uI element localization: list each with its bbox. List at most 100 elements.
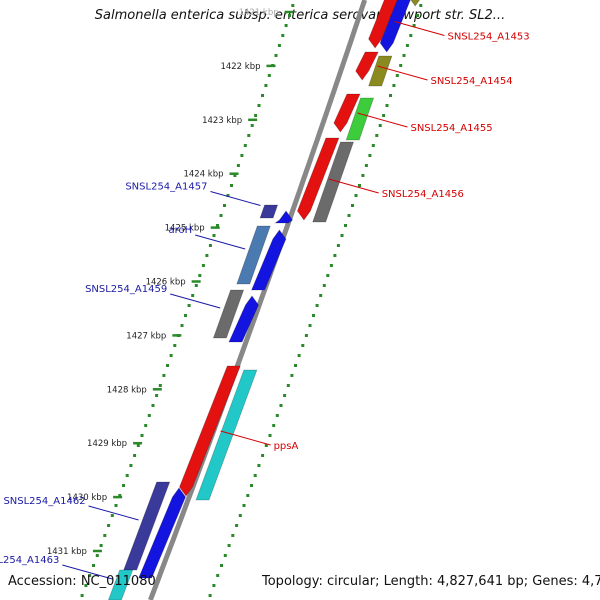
gene-arrow (195, 369, 258, 501)
gene-label: SNSL254_A1453 (447, 32, 529, 43)
tick-dot-left (205, 254, 209, 257)
tick-dot-right (399, 64, 403, 67)
gene-labels: SNSL254_A1453 SNSL254_A1454 SNSL254_A1455 S… (0, 21, 530, 580)
kbp-tick-label: 1422 kbp (220, 62, 260, 72)
tick-dot-right (253, 474, 257, 477)
gene-label: SNSL254_A1454 (430, 76, 512, 87)
tick-dot-right (227, 544, 231, 547)
tick-dot-right (329, 264, 333, 267)
tick-dot-left (219, 214, 223, 217)
tick-dot-right (294, 364, 297, 367)
tick-dot-right (347, 214, 351, 217)
tick-dot-right (412, 24, 416, 27)
tick-dot-right (405, 44, 409, 47)
tick-dot-left (110, 514, 114, 517)
gene-features (107, 0, 421, 600)
tick-dot-right (250, 484, 253, 487)
tick-dot-right (290, 374, 294, 377)
tick-dot-left (201, 264, 205, 267)
tick-dot-right (315, 304, 319, 307)
tick-dot-left (155, 394, 159, 397)
tick-dot-right (223, 554, 227, 557)
tick-dot-right (208, 594, 212, 597)
gene-arrow (312, 141, 355, 223)
tick-dot-right (333, 254, 337, 257)
gene-arrow-snsl254_a1463 (107, 569, 134, 600)
gene-label: SNSL254_A1455 (410, 123, 492, 134)
tick-dot-left (92, 564, 95, 567)
tick-dot-left (136, 444, 140, 447)
tick-dot-left (184, 314, 187, 317)
backbone-line (148, 0, 368, 600)
gene-label: SNSL254_A1457 (125, 182, 207, 193)
tick-dot-right (319, 294, 323, 297)
tick-dot-right (272, 424, 276, 427)
gene-arrow (250, 229, 287, 291)
gene-arrow-snsl254_a1456 (296, 137, 340, 221)
tick-dot-right (261, 454, 265, 457)
tick-dot-right (312, 314, 315, 317)
tick-dot-left (158, 384, 162, 387)
kbp-tick-label: 1427 kbp (126, 331, 166, 341)
tick-dot-left (208, 244, 212, 247)
tick-dot-left (254, 114, 258, 117)
gene-label-leader (377, 65, 428, 81)
tick-dot-left (216, 224, 219, 227)
tick-dot-right (354, 194, 358, 197)
gene-arrow (368, 55, 393, 87)
gene-label: SNSL254_A1456 (382, 189, 464, 200)
tick-dot-left (233, 174, 237, 177)
tick-dot-right (286, 384, 290, 387)
tick-dot-right (235, 524, 239, 527)
tick-dot-right (238, 514, 242, 517)
tick-dot-right (268, 434, 272, 437)
tick-dot-right (301, 344, 305, 347)
kbp-tick-label: 1423 kbp (202, 116, 242, 126)
tick-dot-left (166, 364, 169, 367)
tick-dot-left (250, 124, 254, 127)
kbp-tick-label: 1424 kbp (183, 170, 223, 180)
kbp-tick-label: 1428 kbp (107, 385, 147, 395)
gene-label: ppsA (274, 441, 299, 452)
tick-dot-right (351, 204, 354, 207)
tick-dot-left (129, 464, 133, 467)
topology-text: Topology: circular; Length: 4,827,641 bp… (262, 574, 600, 589)
tick-dot-lines (80, 4, 423, 597)
tick-dot-left (114, 504, 118, 507)
tick-dot-right (371, 144, 375, 147)
tick-dot-right (416, 14, 419, 17)
accession-text: Accession: NC_011080 (8, 574, 156, 589)
tick-dot-right (326, 274, 330, 277)
gene-arrow-snsl254_a1455 (333, 93, 361, 133)
tick-dot-left (180, 324, 184, 327)
gene-label: SNSL254_A1463 (0, 555, 59, 566)
gene-arrow-snsl254_a1462 (123, 481, 171, 571)
gene-arrow (379, 0, 411, 53)
tick-dot-left (140, 434, 144, 437)
tick-dot-left (187, 304, 191, 307)
kbp-tick-label: 1429 kbp (87, 439, 127, 449)
tick-dot-right (402, 54, 406, 57)
gene-label-leader (394, 21, 445, 36)
gene-arrow (274, 210, 294, 224)
tick-dot-left (267, 74, 271, 77)
tick-dot-left (88, 574, 92, 577)
tick-dot-right (304, 334, 308, 337)
gene-arrow-snsl254_a1454 (355, 51, 379, 81)
tick-dot-right (275, 414, 279, 417)
tick-dot-left (99, 544, 103, 547)
tick-dot-right (297, 354, 301, 357)
tick-dot-right (344, 224, 347, 227)
tick-dot-left (281, 34, 285, 37)
tick-dot-left (162, 374, 166, 377)
gene-label: SNSL254_A1462 (3, 496, 85, 507)
tick-dot-left (144, 424, 148, 427)
tick-dot-right (375, 134, 379, 137)
tick-dot-right (385, 104, 389, 107)
tick-dot-right (322, 284, 326, 287)
tick-dot-left (223, 204, 226, 207)
tick-dot-right (220, 564, 223, 567)
tick-dot-left (261, 94, 264, 97)
gene-arrow-snsl254_a1453 (368, 0, 398, 49)
tick-dot-left (288, 14, 291, 17)
